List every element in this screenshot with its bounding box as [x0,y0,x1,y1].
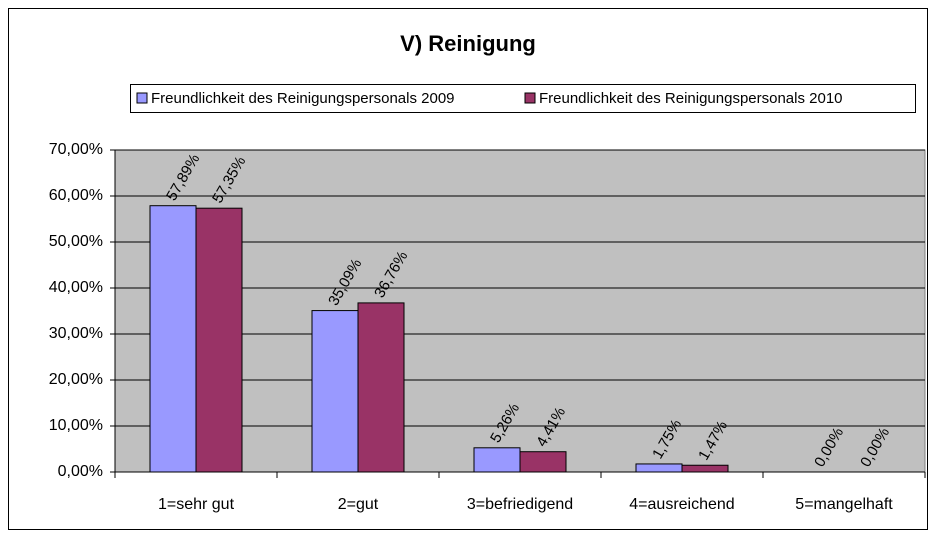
y-tick-label: 40,00% [49,279,103,296]
legend-swatch [524,92,536,104]
bar [149,205,197,473]
x-tick-label: 3=befriedigend [467,496,573,513]
bar [311,310,359,473]
x-tick-label: 5=mangelhaft [795,496,893,513]
bar [635,463,683,473]
plot-area [114,149,926,473]
y-tick-label: 60,00% [49,187,103,204]
bar [195,207,243,473]
bar [473,447,521,473]
bar [519,451,567,473]
y-tick-label: 70,00% [49,141,103,158]
legend-swatch [136,92,148,104]
legend-label: Freundlichkeit des Reinigungspersonals 2… [539,90,843,107]
x-tick-label: 2=gut [338,496,379,513]
chart-title: V) Reinigung [400,31,536,56]
y-tick-label: 10,00% [49,417,103,434]
bar [681,464,729,473]
y-tick-label: 20,00% [49,371,103,388]
legend-label: Freundlichkeit des Reinigungspersonals 2… [151,90,455,107]
y-tick-label: 30,00% [49,325,103,342]
bar [357,302,405,473]
legend-box [130,84,916,113]
y-tick-label: 50,00% [49,233,103,250]
y-tick-label: 0,00% [58,463,103,480]
x-tick-label: 4=ausreichend [629,496,734,513]
x-tick-label: 1=sehr gut [158,496,235,513]
